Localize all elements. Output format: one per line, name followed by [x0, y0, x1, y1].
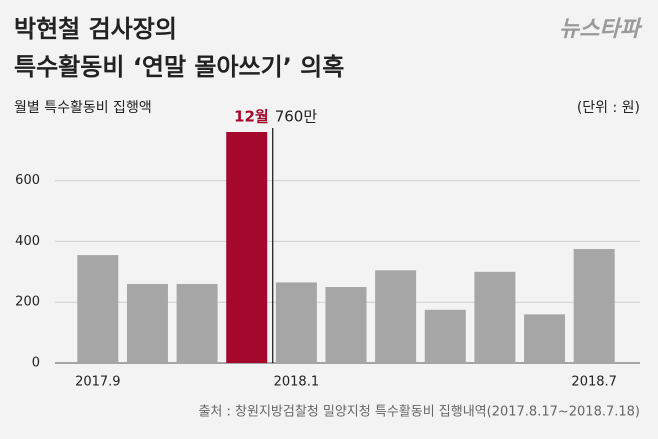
- bar: [573, 249, 615, 363]
- y-tick-label: 200: [15, 295, 40, 310]
- bar: [325, 287, 367, 363]
- bar: [375, 270, 417, 363]
- subtitle: 월별 특수활동비 집행액: [14, 100, 152, 116]
- highlight-label: 12월: [234, 108, 269, 126]
- logo: 뉴스타파: [559, 17, 643, 42]
- bar: [226, 132, 268, 363]
- y-tick-label: 0: [32, 356, 40, 371]
- title-line: 특수활동비 ‘연말 몰아쓰기’ 의혹: [14, 53, 344, 81]
- bar: [524, 314, 566, 363]
- source: 출처 : 창원지방검찰청 밀양지청 특수활동비 집행내역(2017.8.17~2…: [198, 404, 640, 420]
- bar: [474, 271, 516, 363]
- unit: (단위 : 원): [577, 100, 640, 116]
- value-label: 760만: [275, 108, 318, 126]
- bar: [275, 282, 317, 363]
- bar: [424, 309, 466, 363]
- bar: [126, 283, 168, 363]
- title-line: 박현철 검사장의: [14, 15, 177, 43]
- bar: [176, 283, 218, 363]
- x-tick-label: 2017.9: [75, 375, 121, 390]
- y-tick-label: 600: [15, 173, 40, 188]
- x-tick-label: 2018.7: [571, 375, 617, 390]
- y-tick-label: 400: [15, 234, 40, 249]
- bar: [77, 255, 119, 363]
- x-tick-label: 2018.1: [274, 375, 320, 390]
